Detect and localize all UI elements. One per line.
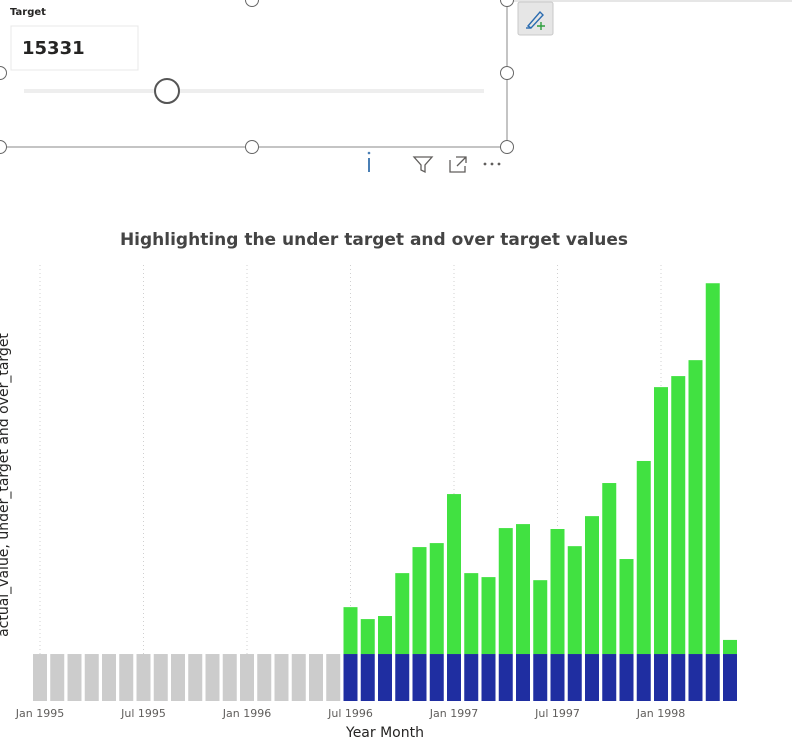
x-tick-label: Jan 1998 bbox=[636, 707, 685, 720]
bar bbox=[602, 483, 617, 655]
bar bbox=[395, 573, 410, 655]
bar bbox=[67, 654, 82, 701]
info-icon[interactable] bbox=[367, 151, 371, 172]
bar bbox=[395, 654, 410, 701]
y-axis-title: actual_value, under_target and over_targ… bbox=[0, 333, 12, 637]
handle[interactable] bbox=[245, 0, 259, 7]
bar bbox=[343, 654, 358, 701]
slider-handle[interactable] bbox=[154, 78, 180, 104]
slicer-input[interactable] bbox=[10, 25, 139, 71]
filter-icon[interactable] bbox=[412, 156, 434, 174]
bar bbox=[533, 580, 548, 655]
bar bbox=[481, 577, 496, 655]
bar bbox=[119, 654, 134, 701]
slicer-frame bbox=[0, 0, 508, 148]
bar bbox=[671, 654, 686, 701]
bar bbox=[464, 654, 479, 701]
bar bbox=[705, 283, 720, 655]
bar bbox=[309, 654, 323, 701]
bar bbox=[671, 376, 686, 655]
bar bbox=[550, 654, 565, 701]
bar bbox=[447, 494, 461, 655]
bar bbox=[240, 654, 254, 701]
bar bbox=[188, 654, 203, 701]
handle[interactable] bbox=[245, 140, 259, 154]
bar bbox=[326, 654, 341, 701]
plus-icon bbox=[537, 22, 545, 30]
bar bbox=[429, 654, 444, 701]
bar bbox=[360, 619, 375, 655]
bar bbox=[33, 654, 47, 701]
bar bbox=[412, 547, 427, 655]
x-tick-label: Jan 1997 bbox=[429, 707, 478, 720]
handle[interactable] bbox=[0, 66, 7, 80]
bar bbox=[602, 654, 617, 701]
bar bbox=[723, 639, 737, 655]
bar bbox=[498, 654, 513, 701]
handle[interactable] bbox=[500, 140, 514, 154]
button-bg bbox=[517, 1, 554, 36]
bar bbox=[585, 516, 599, 655]
slicer-value: 15331 bbox=[22, 38, 85, 59]
bar bbox=[705, 654, 720, 701]
visual-header bbox=[367, 151, 501, 174]
chart: Highlighting the under target and over t… bbox=[0, 230, 737, 741]
bar bbox=[688, 654, 703, 701]
resize-handles bbox=[0, 0, 514, 154]
bar bbox=[429, 543, 444, 655]
chart-title: Highlighting the under target and over t… bbox=[120, 230, 628, 250]
slicer[interactable]: Target 15331 bbox=[0, 0, 514, 154]
x-tick-label: Jul 1996 bbox=[327, 707, 373, 720]
bar bbox=[102, 654, 116, 701]
bar bbox=[567, 654, 582, 701]
format-button[interactable] bbox=[517, 1, 554, 36]
bar bbox=[171, 654, 185, 701]
bar bbox=[412, 654, 427, 701]
bar bbox=[654, 387, 668, 655]
bar bbox=[257, 654, 272, 701]
bar bbox=[222, 654, 237, 701]
bar bbox=[619, 654, 634, 701]
x-tick-label: Jan 1996 bbox=[222, 707, 271, 720]
bar bbox=[550, 528, 565, 655]
bar bbox=[533, 654, 548, 701]
more-icon[interactable] bbox=[483, 162, 501, 166]
x-tick-label: Jul 1995 bbox=[120, 707, 166, 720]
x-tick-label: Jul 1997 bbox=[534, 707, 580, 720]
x-tick-label: Jan 1995 bbox=[15, 707, 64, 720]
handle[interactable] bbox=[0, 140, 7, 154]
bar bbox=[291, 654, 306, 701]
bar bbox=[136, 654, 151, 701]
handle[interactable] bbox=[500, 66, 514, 80]
bar bbox=[636, 654, 651, 701]
bar bbox=[654, 654, 668, 701]
focus-icon[interactable] bbox=[449, 156, 467, 173]
bar bbox=[688, 360, 703, 655]
bar bbox=[464, 573, 479, 655]
x-axis-title: Year Month bbox=[345, 725, 424, 741]
bar bbox=[516, 654, 530, 701]
bar bbox=[636, 460, 651, 655]
bar bbox=[481, 654, 496, 701]
bar bbox=[619, 559, 634, 655]
bar bbox=[723, 654, 737, 701]
bar bbox=[378, 616, 392, 655]
bar bbox=[84, 654, 99, 701]
slicer-title: Target bbox=[10, 7, 46, 18]
bar bbox=[343, 607, 358, 655]
bar bbox=[360, 654, 375, 701]
bar bbox=[498, 528, 513, 655]
bar bbox=[274, 654, 289, 701]
bar bbox=[585, 654, 599, 701]
bar bbox=[50, 654, 65, 701]
bar bbox=[153, 654, 168, 701]
bar bbox=[447, 654, 461, 701]
bar bbox=[516, 524, 530, 655]
bar bbox=[567, 546, 582, 655]
bar bbox=[378, 654, 392, 701]
handle[interactable] bbox=[500, 0, 514, 7]
bar bbox=[205, 654, 220, 701]
